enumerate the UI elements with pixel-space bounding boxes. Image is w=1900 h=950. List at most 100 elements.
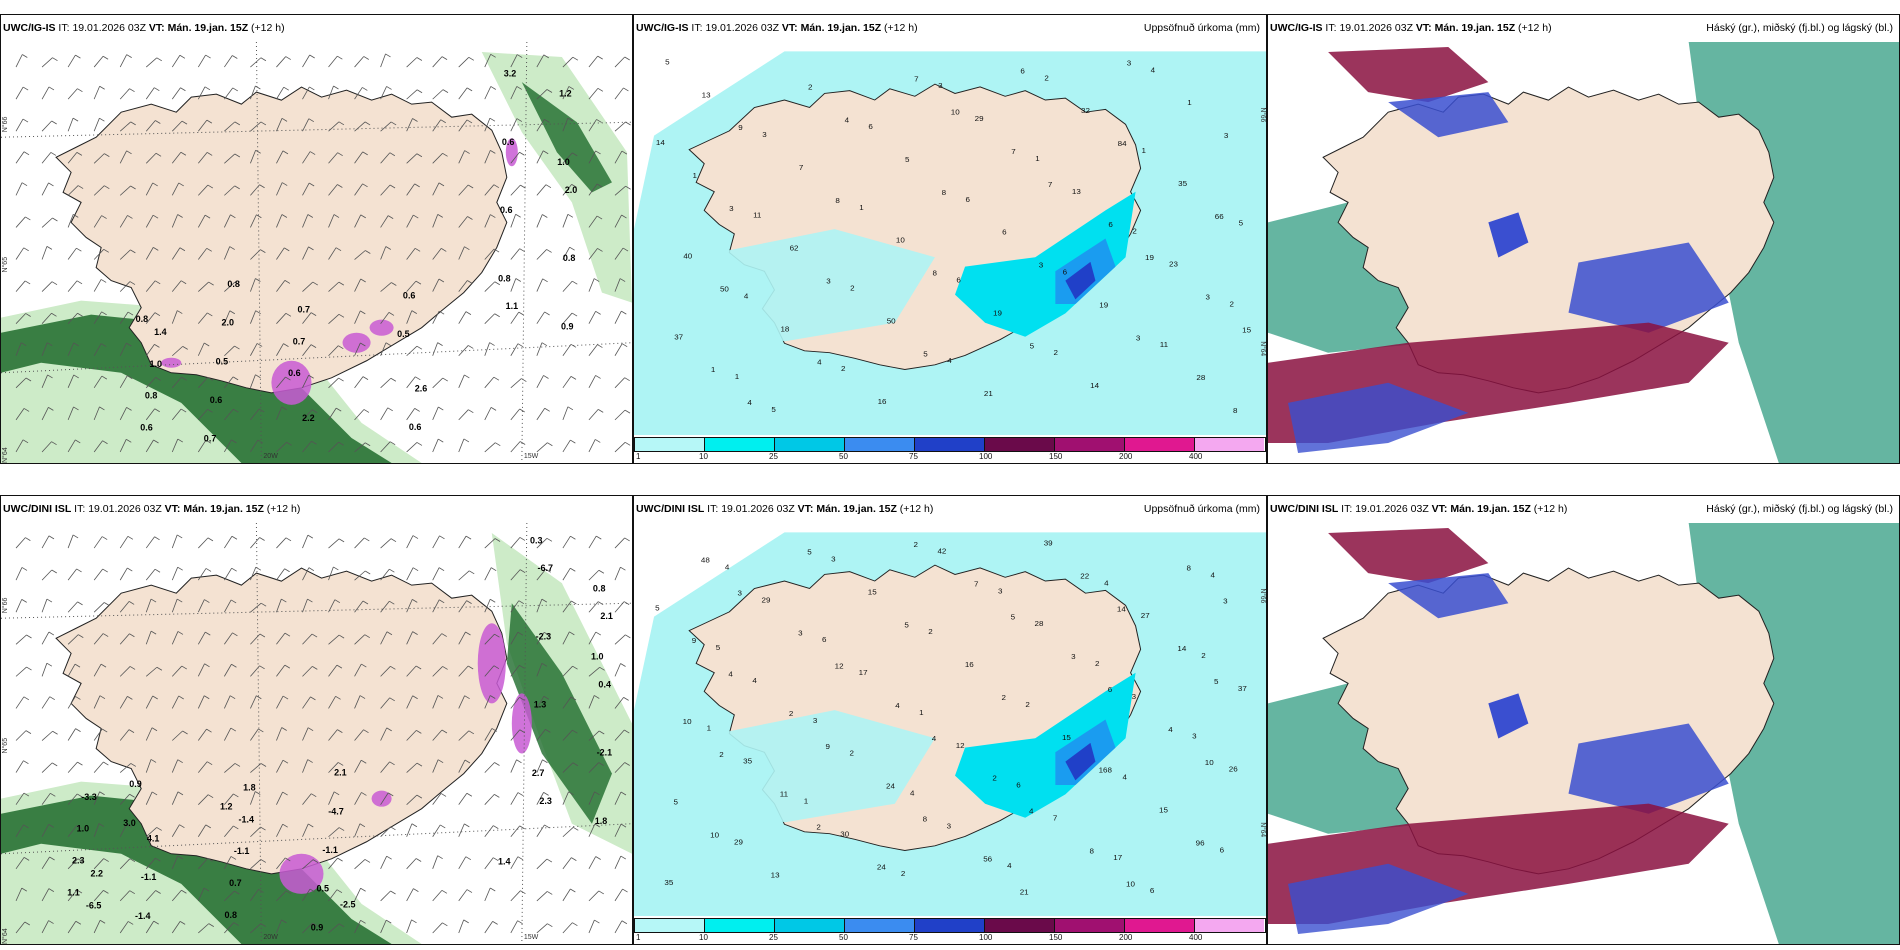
value-label: 0.9 bbox=[561, 321, 574, 331]
value-label: 0.7 bbox=[293, 336, 306, 346]
value-label: 0.9 bbox=[311, 922, 324, 932]
value-label: 5 bbox=[807, 548, 811, 557]
value-label: 7 bbox=[1048, 180, 1052, 189]
value-label: 0.7 bbox=[204, 434, 217, 444]
value-label: 15 bbox=[1062, 733, 1071, 742]
value-label: 28 bbox=[1035, 619, 1044, 628]
value-label: 2 bbox=[928, 627, 932, 636]
value-label: 5 bbox=[904, 621, 908, 630]
precip-intense-area bbox=[161, 357, 182, 368]
value-label: 19 bbox=[993, 309, 1002, 318]
value-label: 5 bbox=[1011, 613, 1015, 622]
value-label: 6 bbox=[1020, 67, 1024, 76]
panel-header: UWC/DINI ISL IT: 19.01.2026 03Z VT: Mán.… bbox=[1268, 496, 1899, 523]
precip-moderate bbox=[955, 672, 1136, 818]
value-label: 6 bbox=[1016, 781, 1020, 790]
lead-time: (+12 h) bbox=[1533, 503, 1568, 515]
value-label: 35 bbox=[1178, 179, 1187, 188]
value-label: 1.0 bbox=[591, 652, 604, 662]
precip-light-inland bbox=[694, 229, 935, 342]
value-label: 1 bbox=[859, 203, 863, 212]
map-canvas bbox=[1268, 523, 1899, 944]
value-label: 19 bbox=[1145, 253, 1154, 262]
value-label: 8 bbox=[1187, 564, 1191, 573]
value-label: 3 bbox=[826, 277, 830, 286]
precip-intense-area bbox=[342, 332, 371, 353]
value-label: 50 bbox=[887, 317, 896, 326]
precip-very-heavy bbox=[1065, 742, 1096, 781]
map-panel-top-middle: UWC/IG-IS IT: 19.01.2026 03Z VT: Mán. 19… bbox=[633, 14, 1267, 464]
value-label: 40 bbox=[683, 252, 692, 261]
cloud-map bbox=[1268, 42, 1899, 463]
value-label: 62 bbox=[790, 244, 799, 253]
lead-time: (+12 h) bbox=[884, 22, 918, 34]
value-label: 1.8 bbox=[595, 816, 608, 826]
map-canvas: 1.0 0.8 0.7 0.8 0.6 0.5 1.2 0.6 0.6 0.6 0.7 0.6 0.9 0… bbox=[1, 42, 632, 463]
colorbar-label: 100 bbox=[979, 452, 993, 461]
precip-intense-area bbox=[477, 623, 506, 704]
value-label: 2.3 bbox=[72, 856, 85, 866]
value-label: 3 bbox=[738, 589, 742, 598]
value-labels: 3232112444354176164642232926328423035372… bbox=[655, 539, 1247, 897]
value-label: 2 bbox=[1044, 74, 1048, 83]
model-name: UWC/DINI ISL bbox=[3, 503, 72, 515]
value-label: 15 bbox=[868, 588, 877, 597]
map-panel-top-left: UWC/IG-IS IT: 19.01.2026 03Z VT: Mán. 19… bbox=[0, 14, 633, 464]
colorbar-label: 1 bbox=[636, 933, 641, 942]
value-label: 1 bbox=[711, 365, 715, 374]
value-label: 12 bbox=[956, 741, 965, 750]
value-label: 6 bbox=[1150, 886, 1154, 895]
wind-barbs bbox=[15, 534, 631, 934]
value-label: 2 bbox=[849, 749, 853, 758]
value-label: -1.4 bbox=[238, 814, 254, 824]
map-canvas: 0.3 1.1 1.4 1.0 1.2 0.9 2.7 2.3 3.0 0.8 0.8 0.5 1.3 1… bbox=[1, 523, 632, 944]
value-label: 16 bbox=[878, 397, 887, 406]
value-label: 8 bbox=[932, 269, 936, 278]
precip-intense-area bbox=[279, 853, 324, 894]
value-label: 8 bbox=[1089, 847, 1093, 856]
value-label: 0.6 bbox=[288, 368, 301, 378]
init-time: 19.01.2026 03Z bbox=[1355, 503, 1429, 515]
value-label: -6.5 bbox=[86, 900, 102, 910]
value-label: 8 bbox=[835, 196, 839, 205]
model-name: UWC/DINI ISL bbox=[1270, 503, 1339, 515]
it-label: IT: bbox=[707, 503, 719, 515]
value-label: 4 bbox=[752, 676, 757, 685]
panel-header: UWC/IG-IS IT: 19.01.2026 03Z VT: Mán. 19… bbox=[1, 15, 632, 42]
map-panel-bottom-middle: UWC/DINI ISL IT: 19.01.2026 03Z VT: Mán.… bbox=[633, 495, 1267, 945]
value-label: 0.4 bbox=[598, 679, 611, 689]
value-label: 5 bbox=[655, 604, 659, 613]
lead-time: (+12 h) bbox=[251, 22, 285, 34]
colorbar-label: 1 bbox=[636, 452, 641, 461]
coordinate-tick: 15W bbox=[524, 453, 539, 460]
colorbar-swatch bbox=[1124, 918, 1194, 933]
value-label: 3 bbox=[729, 204, 733, 213]
value-label: 84 bbox=[1118, 139, 1128, 148]
value-label: 10 bbox=[896, 236, 905, 245]
value-label: 19 bbox=[1099, 301, 1108, 310]
vt-label: VT: bbox=[1431, 503, 1448, 515]
value-label: 1 bbox=[707, 724, 711, 733]
value-label: 0.7 bbox=[229, 878, 242, 888]
value-label: 50 bbox=[720, 285, 729, 294]
value-label: 1 bbox=[1035, 154, 1039, 163]
value-label: 11 bbox=[780, 790, 788, 799]
value-label: 6 bbox=[966, 195, 970, 204]
value-label: 3 bbox=[998, 587, 1002, 596]
map-panel-bottom-right: UWC/DINI ISL IT: 19.01.2026 03Z VT: Mán.… bbox=[1267, 495, 1900, 945]
precip-area-heavy bbox=[1, 314, 392, 463]
map-canvas: 3232112444354176164642232926328423035372… bbox=[634, 523, 1266, 916]
value-label: 6 bbox=[1002, 228, 1006, 237]
low-cloud bbox=[1328, 528, 1489, 584]
mid-cloud bbox=[1388, 573, 1509, 619]
value-label: 66 bbox=[1215, 212, 1224, 221]
panel-header: UWC/DINI ISL IT: 19.01.2026 03Z VT: Mán.… bbox=[634, 496, 1266, 523]
value-label: 3.0 bbox=[123, 818, 136, 828]
coordinate-tick: N°64 bbox=[1, 447, 9, 463]
precip-area-east bbox=[481, 52, 632, 303]
value-label: 15 bbox=[1242, 326, 1251, 335]
value-label: 0.6 bbox=[502, 137, 515, 147]
wind-map: 0.3 1.1 1.4 1.0 1.2 0.9 2.7 2.3 3.0 0.8 0.8 0.5 1.3 1… bbox=[1, 523, 632, 944]
value-label: 7 bbox=[1011, 147, 1015, 156]
init-time: 19.01.2026 03Z bbox=[88, 503, 162, 515]
